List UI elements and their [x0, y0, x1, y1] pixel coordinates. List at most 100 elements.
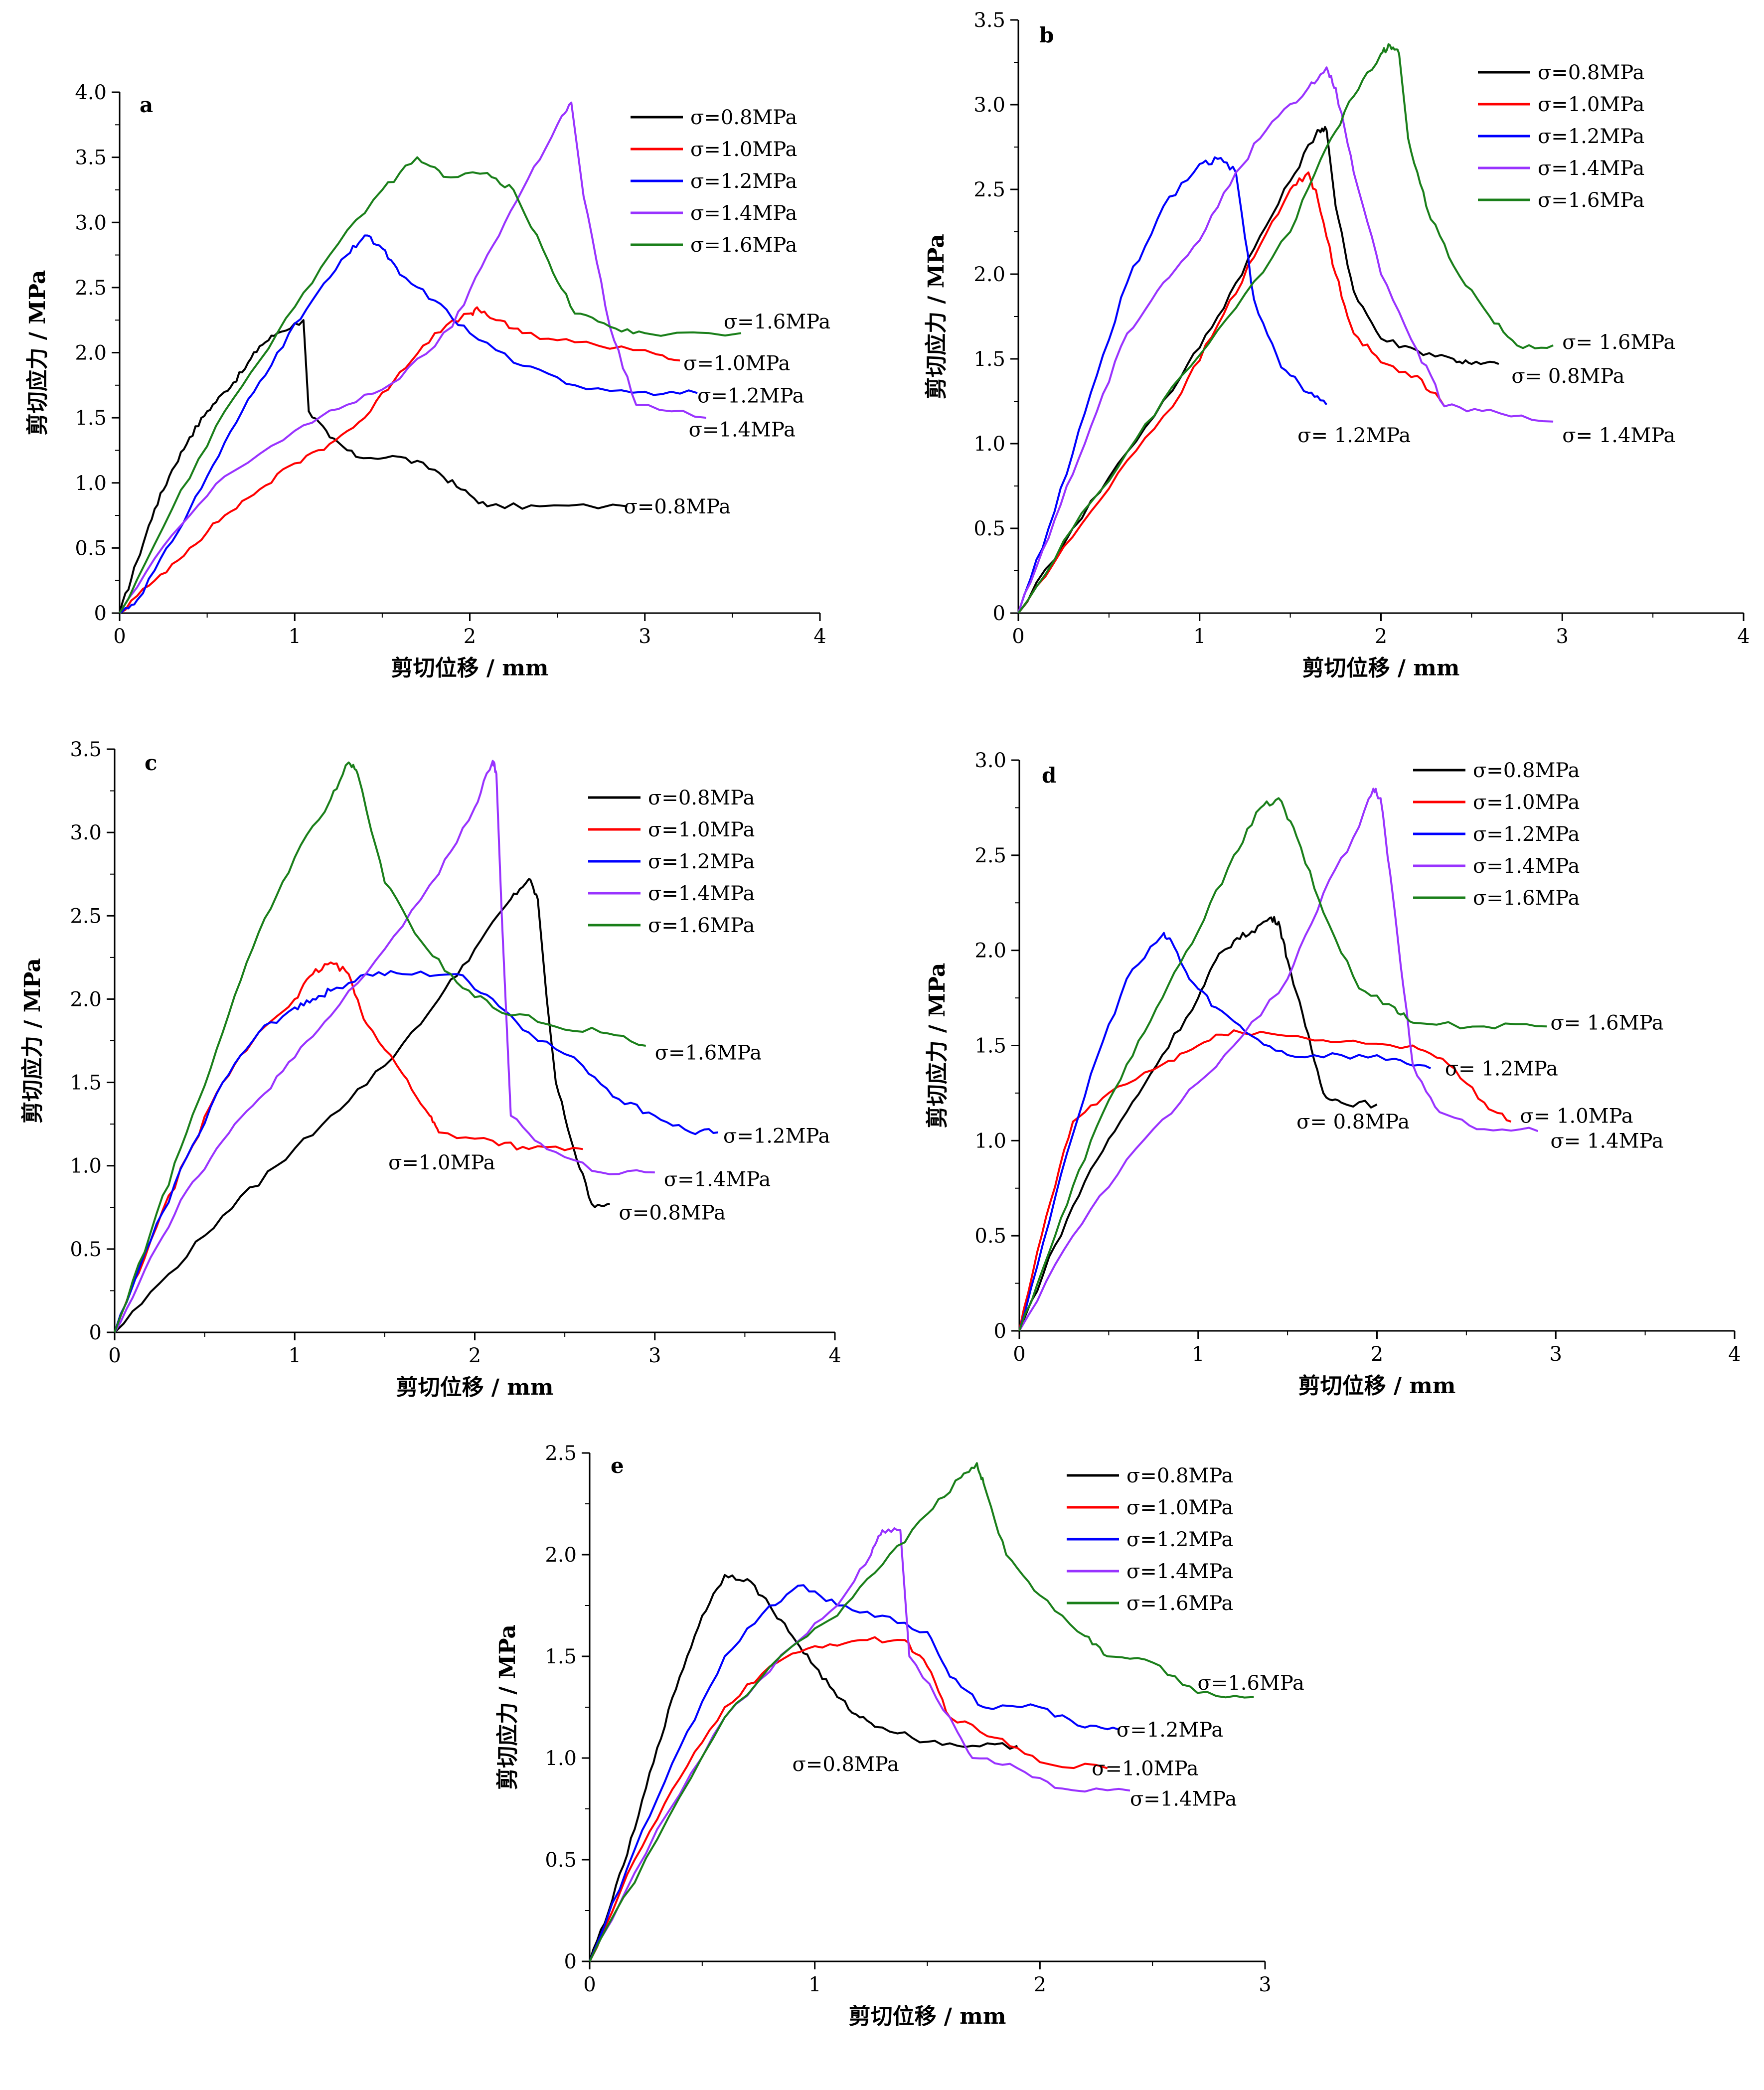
series-line [1017, 126, 1499, 614]
series-line [1017, 43, 1554, 614]
panel-c: 0 1 2 3 4 0 0.5 1.0 1.5 2.0 2.5 3.0 3.5 剪切位移 / mm 剪切应力… [20, 738, 841, 1400]
x-tick-label: 3 [639, 625, 651, 648]
y-tick-label: 0 [994, 1320, 1006, 1343]
y-tick-label: 3.5 [70, 738, 102, 761]
series-line [1017, 66, 1554, 614]
y-tick-label: 1.0 [974, 1129, 1006, 1152]
legend-label: σ=1.4MPa [690, 202, 797, 225]
curve-end-label: σ=0.8MPa [793, 1753, 899, 1776]
y-tick-label: 2.5 [545, 1442, 577, 1465]
x-tick-label: 3 [1556, 625, 1569, 648]
legend-label: σ=1.4MPa [1126, 1560, 1233, 1583]
y-tick-label: 0 [993, 602, 1005, 625]
y-tick-label: 1.5 [974, 1035, 1006, 1058]
legend-label: σ=1.2MPa [1126, 1528, 1233, 1551]
curve-end-label: σ=1.4MPa [1130, 1788, 1237, 1811]
x-tick-label: 4 [813, 625, 826, 648]
curve-end-label: σ= 1.6MPa [1550, 1012, 1663, 1035]
x-tick-label: 1 [289, 1344, 301, 1367]
x-tick-label: 1 [289, 625, 301, 648]
series-line [589, 1527, 1130, 1962]
x-tick-label: 1 [1192, 1343, 1204, 1366]
x-tick-label: 2 [464, 625, 476, 648]
y-tick-label: 1.0 [545, 1747, 577, 1770]
curve-end-label: σ=1.0MPa [1092, 1757, 1198, 1780]
series-line [1017, 156, 1328, 614]
legend-label: σ=1.0MPa [1473, 791, 1580, 814]
curve-end-label: σ=0.8MPa [619, 1201, 726, 1224]
legend-label: σ=1.6MPa [690, 234, 797, 257]
y-tick-label: 2.5 [70, 905, 102, 928]
curve-end-label: σ= 1.4MPa [1550, 1129, 1663, 1152]
curve-end-label: σ=1.0MPa [683, 352, 790, 375]
panel-d: 0 1 2 3 4 0 0.5 1.0 1.5 2.0 2.5 3.0 剪切位移 / mm 剪切应力 / … [925, 749, 1741, 1399]
panel-e: 0 1 2 3 0 0.5 1.0 1.5 2.0 2.5 剪切位移 / mm 剪切应力 / MPa e… [495, 1442, 1304, 2029]
y-tick-label: 2.0 [75, 342, 107, 365]
panel-a: 0 1 2 3 4 0 0.5 1.0 1.5 2.0 2.5 3.0 3.5 4.0 剪切位移 / mm 剪… [25, 81, 830, 681]
x-axis-title: 剪切位移 / mm [1302, 655, 1460, 681]
x-tick-label: 3 [1259, 1973, 1271, 1996]
y-tick-label: 2.5 [75, 277, 107, 300]
y-tick-label: 2.0 [973, 263, 1005, 286]
series-line [1017, 171, 1445, 614]
series-line [1018, 1029, 1512, 1331]
y-tick-label: 2.0 [545, 1544, 577, 1567]
panel-letter: b [1039, 23, 1054, 47]
curve-end-label: σ=1.4MPa [664, 1168, 771, 1191]
series-line [114, 970, 718, 1333]
y-tick-label: 1.5 [75, 407, 107, 430]
panel-b: 0 1 2 3 4 0 0.5 1.0 1.5 2.0 2.5 3.0 3.5 剪切位移 / mm 剪切应力… [924, 9, 1750, 681]
y-tick-label: 3.0 [70, 821, 102, 844]
legend-label: σ=1.4MPa [648, 882, 755, 905]
curve-end-label: σ= 0.8MPa [1511, 365, 1624, 388]
x-tick-label: 0 [1013, 1343, 1025, 1366]
y-axis-title: 剪切应力 / MPa [925, 963, 950, 1128]
series-line [589, 1462, 1254, 1962]
series-line [1018, 797, 1547, 1331]
legend-label: σ=1.2MPa [1473, 823, 1580, 846]
curve-end-label: σ=1.2MPa [697, 385, 804, 408]
y-tick-label: 1.0 [75, 472, 107, 495]
curve-end-label: σ=1.2MPa [723, 1125, 830, 1148]
legend-label: σ=1.0MPa [690, 138, 797, 161]
x-tick-label: 0 [113, 625, 126, 648]
y-tick-label: 0 [564, 1950, 577, 1973]
y-tick-label: 0.5 [545, 1849, 577, 1872]
x-axis-title: 剪切位移 / mm [396, 1375, 554, 1400]
y-tick-label: 1.5 [545, 1645, 577, 1668]
y-axis-title: 剪切应力 / MPa [20, 958, 45, 1124]
series-line [114, 761, 646, 1333]
y-tick-label: 1.5 [973, 348, 1005, 371]
legend-label: σ=1.0MPa [1126, 1496, 1233, 1519]
y-tick-label: 0.5 [70, 1238, 102, 1261]
series-line [1018, 788, 1539, 1332]
series-line [589, 1584, 1120, 1962]
legend-label: σ=1.2MPa [1538, 125, 1644, 148]
x-tick-label: 3 [1550, 1343, 1562, 1366]
y-tick-label: 0.5 [75, 537, 107, 560]
x-tick-label: 0 [108, 1344, 121, 1367]
legend-label: σ=0.8MPa [648, 787, 755, 809]
y-tick-label: 1.5 [70, 1072, 102, 1095]
series-line [119, 101, 706, 614]
curve-end-label: σ=0.8MPa [624, 495, 731, 518]
x-axis-title: 剪切位移 / mm [1298, 1373, 1456, 1399]
legend-label: σ=0.8MPa [690, 106, 797, 129]
legend-label: σ=0.8MPa [1126, 1464, 1233, 1487]
series-line [119, 234, 698, 614]
curve-end-label: σ=1.6MPa [655, 1041, 762, 1064]
y-tick-label: 2.5 [973, 178, 1005, 201]
legend-label: σ=1.4MPa [1538, 157, 1644, 180]
series-line [1018, 916, 1378, 1331]
legend-label: σ=1.4MPa [1473, 855, 1580, 878]
panel-letter: d [1042, 763, 1056, 788]
x-tick-label: 2 [1375, 625, 1387, 648]
x-tick-label: 4 [1737, 625, 1750, 648]
curve-end-label: σ=1.2MPa [1117, 1719, 1223, 1742]
legend-label: σ=1.6MPa [1473, 887, 1580, 910]
legend-label: σ=1.0MPa [648, 818, 755, 841]
x-tick-label: 2 [1034, 1973, 1046, 1996]
y-tick-label: 4.0 [75, 81, 107, 104]
panel-letter: c [145, 751, 158, 775]
